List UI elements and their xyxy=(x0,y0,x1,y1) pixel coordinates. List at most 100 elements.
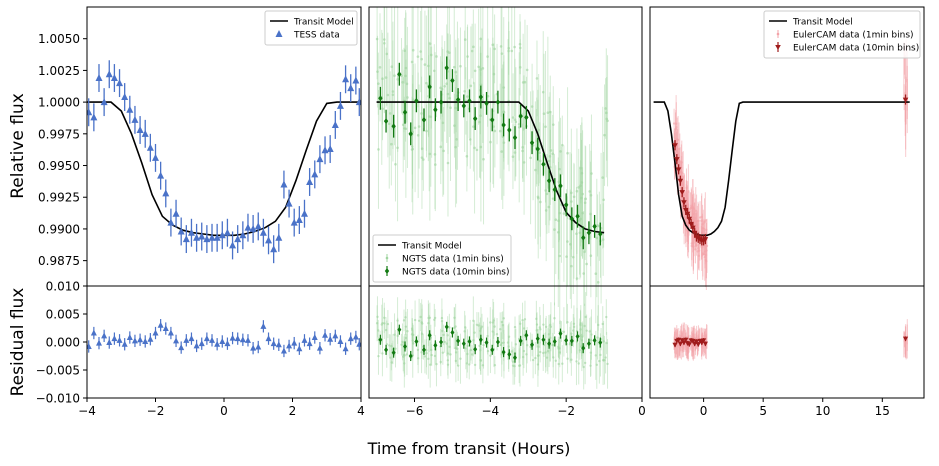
ngts-1min-res-point xyxy=(521,342,524,345)
tess-res-point xyxy=(116,336,123,343)
ngts-1min-res-point xyxy=(404,325,408,328)
tess-res-point xyxy=(250,344,257,351)
ngts-1min-point xyxy=(486,55,489,58)
ngts-1min-point xyxy=(404,127,408,131)
ngts-1min-point xyxy=(518,42,522,46)
ngts-1min-res-point xyxy=(428,363,432,366)
ngts-1min-point xyxy=(446,92,450,96)
tess-point xyxy=(187,228,195,236)
ngts-1min-point xyxy=(583,201,587,205)
tess-res-point xyxy=(352,333,359,340)
ngts-1min-point xyxy=(420,156,424,159)
ngts-10min-point xyxy=(598,231,603,238)
ngts-1min-point xyxy=(396,78,400,81)
ngts-10min-point xyxy=(378,95,383,102)
ngts-1min-res-point xyxy=(478,344,481,348)
ngts-1min-res-point xyxy=(453,316,456,320)
ngts-1min-res-point xyxy=(439,360,442,364)
ngts-1min-res-point xyxy=(580,339,584,342)
euler-1min-point xyxy=(704,219,707,222)
tess-point xyxy=(259,228,267,236)
ngts-1min-res-point xyxy=(566,357,569,360)
ngts-10min-point xyxy=(455,96,461,103)
tess-point xyxy=(105,70,113,78)
ngts-1min-point xyxy=(493,129,497,133)
ngts-1min-res-point xyxy=(385,342,388,346)
ngts-1min-res-point xyxy=(521,319,524,322)
ngts-1min-point xyxy=(428,42,432,45)
ngts-1min-point xyxy=(452,65,456,69)
ngts-1min-point xyxy=(396,146,399,150)
tess-point xyxy=(208,233,216,241)
ngts-1min-point xyxy=(411,98,415,102)
ngts-1min-point xyxy=(404,66,408,70)
ngts-1min-point xyxy=(479,68,483,71)
ngts-1min-point xyxy=(517,126,521,129)
ngts-1min-res-point xyxy=(454,359,458,363)
tess-point xyxy=(249,224,257,232)
ngts-1min-point xyxy=(416,55,420,58)
tess-point xyxy=(213,233,221,241)
ngts-1min-point xyxy=(386,93,390,97)
ngts-1min-res-point xyxy=(448,326,451,329)
ngts-1min-res-point xyxy=(459,357,462,360)
tess-res-point xyxy=(356,340,361,347)
ngts-1min-point xyxy=(499,45,503,48)
tess-point xyxy=(355,98,361,106)
ngts-1min-point xyxy=(582,272,585,275)
ngts-10min-point xyxy=(501,121,506,128)
ngts-1min-res-point xyxy=(463,330,466,333)
tess-res-point xyxy=(275,341,282,348)
ngts-1min-point xyxy=(558,254,562,258)
ngts-1min-res-point xyxy=(584,315,587,319)
ngts-1min-res-point xyxy=(475,323,479,327)
ngts-1min-point xyxy=(404,74,407,78)
ngts-1min-res-point xyxy=(441,351,445,354)
ngts-1min-point xyxy=(472,125,475,128)
ngts-1min-point xyxy=(523,80,527,84)
ngts-1min-res-point xyxy=(539,350,542,354)
ngts-1min-point xyxy=(448,51,451,55)
tess-point xyxy=(116,79,124,87)
ngts-1min-point xyxy=(606,119,609,123)
ngts-1min-res-point xyxy=(489,354,492,357)
ngts-1min-point xyxy=(479,114,482,118)
tess-res-point xyxy=(270,340,277,347)
tess-point xyxy=(265,236,273,244)
ngts-1min-point xyxy=(468,138,472,141)
ngts-1min-res-point xyxy=(570,332,573,335)
tess-point xyxy=(198,232,206,240)
residual-y-tick-label: 0.000 xyxy=(46,336,80,350)
ngts-1min-point xyxy=(525,68,529,72)
y-tick-label: 1.0025 xyxy=(38,64,80,78)
ngts-1min-point xyxy=(559,150,562,153)
ngts-1min-res-point xyxy=(598,359,601,363)
ngts-1min-res-point xyxy=(389,356,392,359)
ngts-res-point xyxy=(598,339,603,346)
ngts-1min-point xyxy=(390,65,394,69)
ngts-1min-point xyxy=(410,60,414,64)
ngts-1min-res-point xyxy=(522,349,526,353)
ngts-1min-point xyxy=(479,145,483,149)
euler-10min-point xyxy=(677,178,684,184)
ngts-10min-point xyxy=(472,115,478,122)
ngts-1min-res-point xyxy=(425,351,428,355)
ngts-res-point xyxy=(427,332,432,339)
ngts-1min-point xyxy=(403,49,406,52)
euler-res-point xyxy=(690,338,696,344)
tess-point xyxy=(239,231,247,239)
ngts-1min-point xyxy=(376,70,379,73)
ngts-res-point xyxy=(444,324,449,330)
tess-point xyxy=(136,126,144,134)
residual-y-tick-label: −0.005 xyxy=(36,364,80,378)
residual-y-tick-label: 0.010 xyxy=(46,280,80,294)
ngts-10min-point xyxy=(383,118,389,125)
ngts-1min-res-point xyxy=(481,364,485,367)
tess-point xyxy=(285,199,293,207)
ngts-1min-res-point xyxy=(454,325,457,328)
tess-res-point xyxy=(90,329,97,336)
ngts-1min-point xyxy=(466,95,469,98)
ngts-1min-point xyxy=(521,149,524,153)
ngts-1min-point xyxy=(507,46,511,50)
ngts-1min-res-point xyxy=(604,356,607,359)
